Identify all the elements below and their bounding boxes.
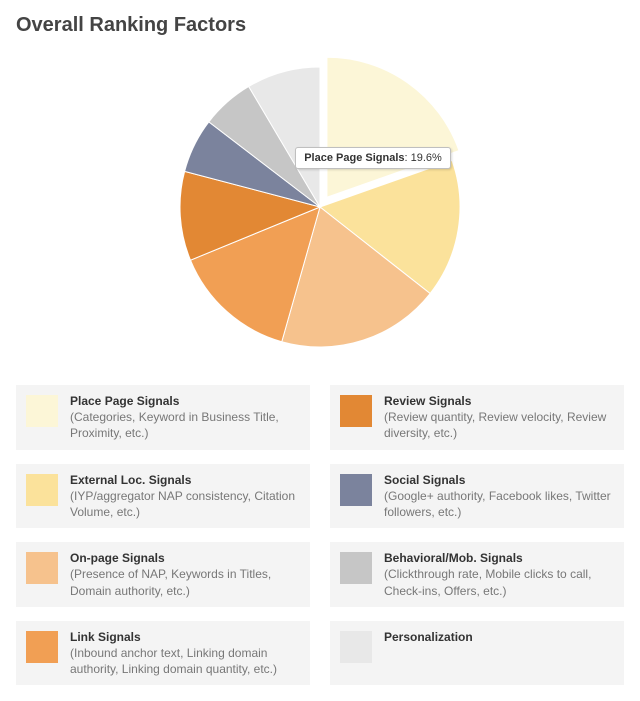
legend-text: On-page Signals(Presence of NAP, Keyword… xyxy=(70,550,300,599)
chart-tooltip: Place Page Signals: 19.6% xyxy=(295,147,451,169)
legend-item: Behavioral/Mob. Signals(Clickthrough rat… xyxy=(330,542,624,607)
legend-item: Review Signals(Review quantity, Review v… xyxy=(330,385,624,450)
tooltip-label: Place Page Signals xyxy=(304,152,404,164)
legend-text: Social Signals(Google+ authority, Facebo… xyxy=(384,472,614,521)
legend-item: Link Signals(Inbound anchor text, Linkin… xyxy=(16,621,310,686)
legend-item-title: Behavioral/Mob. Signals xyxy=(384,550,614,566)
legend-item-title: Review Signals xyxy=(384,393,614,409)
legend-text: Link Signals(Inbound anchor text, Linkin… xyxy=(70,629,300,678)
legend-text: Place Page Signals(Categories, Keyword i… xyxy=(70,393,300,442)
page-title: Overall Ranking Factors xyxy=(16,14,624,37)
legend-item-title: Social Signals xyxy=(384,472,614,488)
tooltip-value: 19.6% xyxy=(411,152,442,164)
legend-item-desc: (Categories, Keyword in Business Title, … xyxy=(70,409,300,441)
legend-item-title: Personalization xyxy=(384,629,473,645)
pie-chart: Place Page Signals: 19.6% xyxy=(16,47,624,367)
legend-text: Personalization xyxy=(384,629,473,645)
legend-item-title: Place Page Signals xyxy=(70,393,300,409)
legend-item-desc: (Presence of NAP, Keywords in Titles, Do… xyxy=(70,566,300,598)
legend-swatch xyxy=(26,552,58,584)
legend-swatch xyxy=(26,395,58,427)
legend-item-desc: (IYP/aggregator NAP consistency, Citatio… xyxy=(70,488,300,520)
legend-text: Review Signals(Review quantity, Review v… xyxy=(384,393,614,442)
legend-item-desc: (Google+ authority, Facebook likes, Twit… xyxy=(384,488,614,520)
legend-swatch xyxy=(340,395,372,427)
legend: Place Page Signals(Categories, Keyword i… xyxy=(16,385,624,685)
chart-container: Overall Ranking Factors Place Page Signa… xyxy=(0,0,640,701)
legend-item: Social Signals(Google+ authority, Facebo… xyxy=(330,464,624,529)
legend-item-desc: (Inbound anchor text, Linking domain aut… xyxy=(70,645,300,677)
legend-swatch xyxy=(26,474,58,506)
legend-item-title: External Loc. Signals xyxy=(70,472,300,488)
legend-item: Personalization xyxy=(330,621,624,686)
legend-item-title: Link Signals xyxy=(70,629,300,645)
legend-text: External Loc. Signals(IYP/aggregator NAP… xyxy=(70,472,300,521)
legend-swatch xyxy=(340,474,372,506)
legend-item: On-page Signals(Presence of NAP, Keyword… xyxy=(16,542,310,607)
legend-item: Place Page Signals(Categories, Keyword i… xyxy=(16,385,310,450)
legend-swatch xyxy=(340,552,372,584)
legend-text: Behavioral/Mob. Signals(Clickthrough rat… xyxy=(384,550,614,599)
legend-item-title: On-page Signals xyxy=(70,550,300,566)
legend-item-desc: (Clickthrough rate, Mobile clicks to cal… xyxy=(384,566,614,598)
legend-item-desc: (Review quantity, Review velocity, Revie… xyxy=(384,409,614,441)
legend-item: External Loc. Signals(IYP/aggregator NAP… xyxy=(16,464,310,529)
